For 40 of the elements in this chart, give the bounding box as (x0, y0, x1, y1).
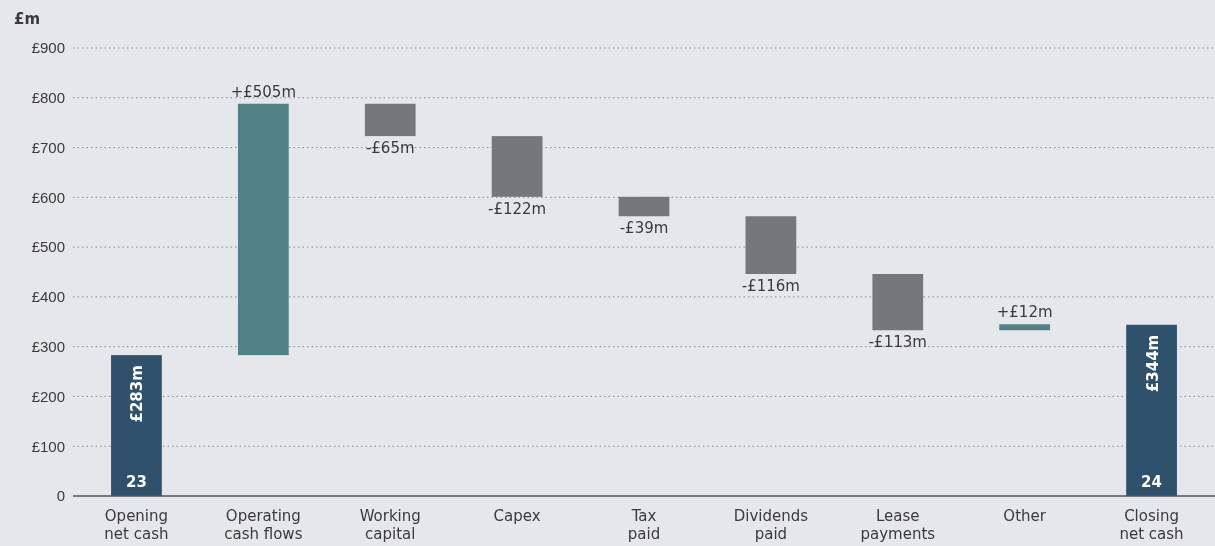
y-tick-label: £600 (31, 188, 65, 206)
annotation: 24 (1141, 473, 1162, 491)
bar (111, 355, 162, 496)
bar (872, 273, 924, 331)
y-tick-label: £500 (31, 238, 65, 256)
y-tick-label: 0 (56, 487, 65, 505)
bar (237, 103, 289, 356)
bar (618, 196, 670, 217)
data-label: -£65m (365, 139, 415, 158)
data-label: £344m (1143, 334, 1162, 393)
x-tick-label: Working capital (359, 507, 421, 543)
bar (745, 216, 797, 274)
x-tick-label: Operating cash flows (224, 507, 303, 543)
data-label: +£12m (996, 303, 1053, 322)
data-label: -£39m (619, 219, 669, 238)
bar (491, 136, 543, 197)
data-label: -£113m (868, 333, 927, 352)
data-label: +£505m (230, 82, 297, 101)
y-tick-label: £800 (31, 89, 65, 107)
x-tick-label: Other (1003, 507, 1047, 525)
data-label: -£116m (741, 276, 800, 295)
x-tick-label: Tax paid (627, 507, 661, 543)
x-tick-label: Lease payments (860, 507, 936, 543)
y-tick-label: £400 (31, 288, 65, 306)
bar (364, 103, 416, 137)
data-label: £283m (128, 365, 147, 423)
x-tick-label: Dividends paid (733, 507, 809, 543)
bar (1126, 324, 1177, 496)
x-tick-label: Opening net cash (104, 507, 169, 543)
bar (999, 324, 1051, 331)
y-tick-label: £300 (31, 337, 65, 355)
x-tick-label: Closing net cash (1119, 507, 1184, 543)
data-label: -£122m (488, 199, 547, 218)
annotation: 23 (126, 473, 147, 491)
x-tick-label: Capex (493, 507, 541, 525)
y-tick-label: £200 (31, 387, 65, 405)
y-tick-label: £900 (31, 39, 65, 57)
y-axis-title: £m (14, 10, 41, 28)
y-tick-label: £700 (31, 138, 65, 156)
y-tick-label: £100 (31, 437, 65, 455)
